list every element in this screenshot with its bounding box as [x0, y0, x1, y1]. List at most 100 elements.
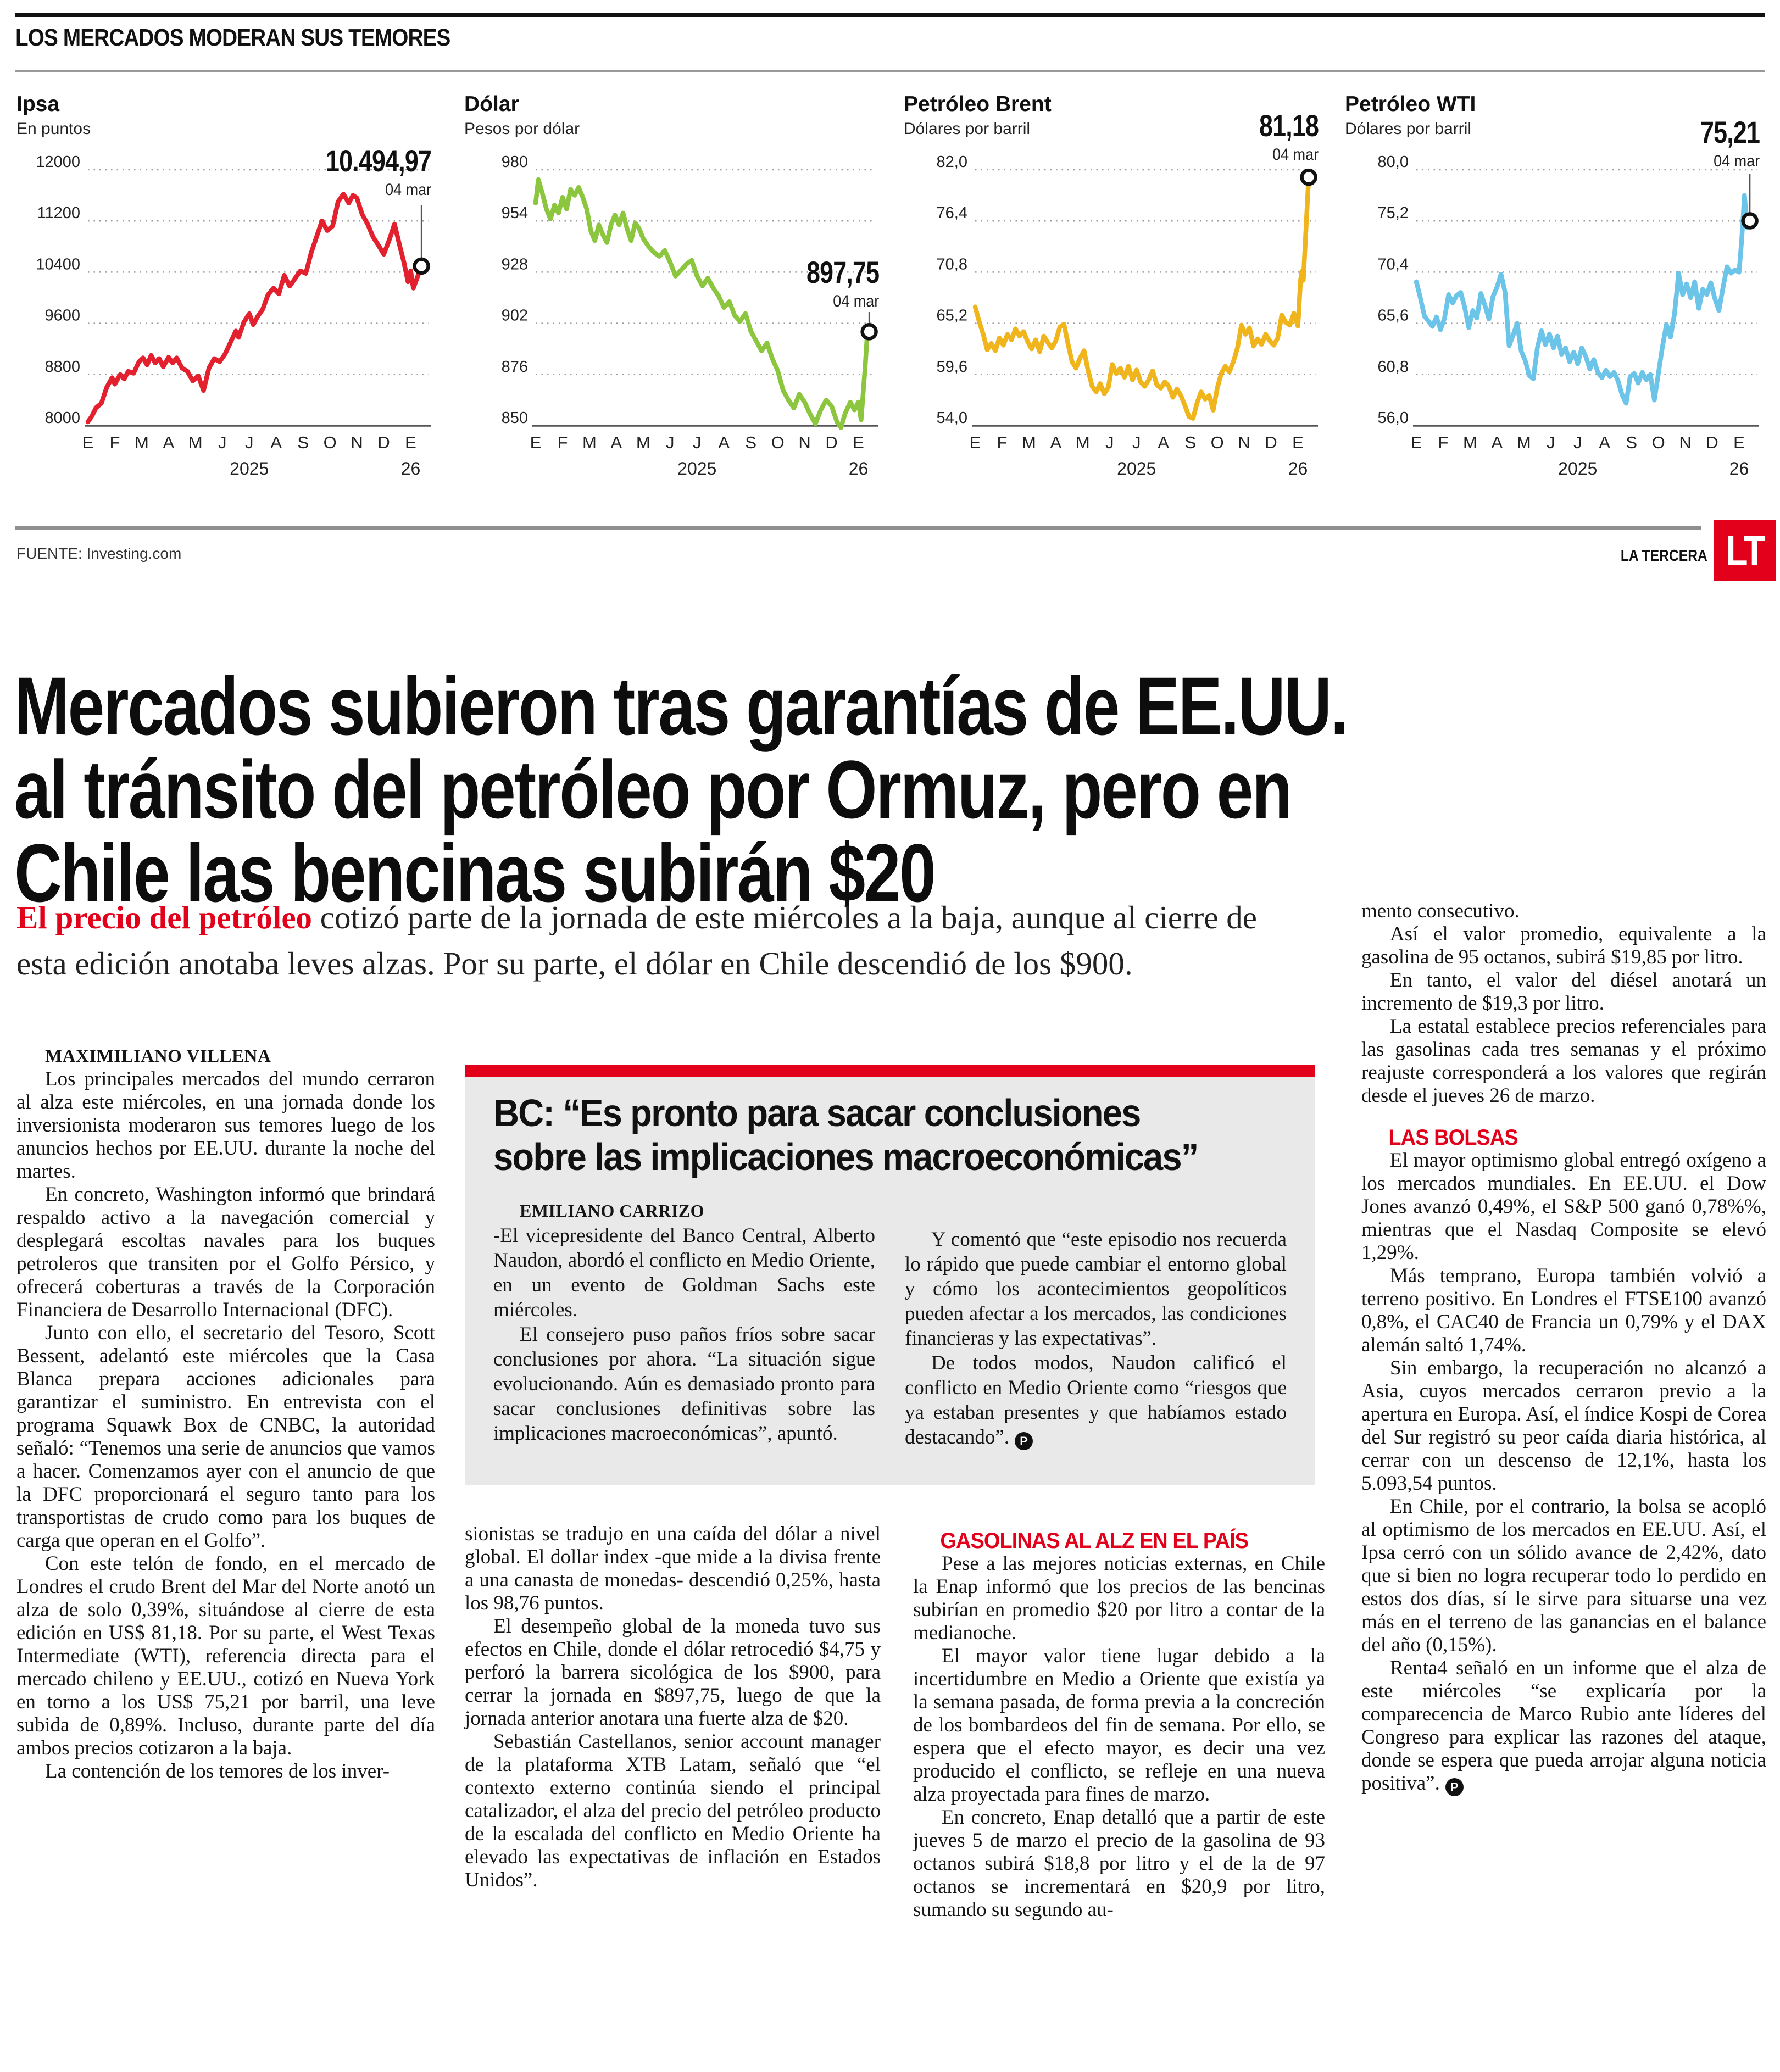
chart-plot: 82,0 76,4 70,8 65,2 59,6 54,0 E F M A M J J A S O N D E 202…: [904, 92, 1324, 480]
svg-text:26: 26: [1729, 459, 1749, 478]
latest-date: 04 mar: [1272, 146, 1319, 164]
svg-text:8800: 8800: [44, 358, 80, 376]
svg-text:54,0: 54,0: [937, 409, 967, 427]
paragraph: El mayor optimismo global entregó oxígen…: [1361, 1149, 1766, 1264]
paragraph: Así el valor promedio, equivalente a la …: [1361, 923, 1766, 968]
paragraph: En Chile, por el contrario, la bolsa se …: [1361, 1495, 1766, 1656]
svg-text:A: A: [1599, 433, 1610, 452]
header-divider: [15, 70, 1765, 72]
latest-date: 04 mar: [1713, 152, 1760, 170]
source-credit: FUENTE: Investing.com: [16, 545, 182, 562]
bc-box-right-column: Y comentó que “este episodio nos recuerd…: [905, 1199, 1287, 1450]
svg-text:O: O: [324, 433, 337, 452]
column-4-paragraphs-a: mento consecutivo. Así el valor promedio,…: [1361, 900, 1766, 1107]
svg-text:E: E: [970, 433, 981, 452]
paragraph: sionistas se tradujo en una caída del dó…: [465, 1523, 881, 1614]
svg-text:D: D: [1706, 433, 1718, 452]
svg-text:F: F: [1438, 433, 1448, 452]
svg-text:65,2: 65,2: [937, 307, 967, 325]
paragraph: -El vicepresidente del Banco Central, Al…: [493, 1224, 875, 1321]
paragraph: Y comentó que “este episodio nos recuerd…: [905, 1228, 1287, 1350]
svg-text:850: 850: [502, 409, 528, 427]
svg-text:980: 980: [502, 153, 528, 171]
subhead-gasolinas: GASOLINAS AL ALZ EN EL PAÍS: [940, 1529, 1249, 1553]
chart-plot: 80,0 75,2 70,4 65,6 60,8 56,0 E F M A M J J A S O N D E 202…: [1345, 92, 1765, 480]
chart-ipsa: Ipsa En puntos 12000 11200 10400 9600 8800 80…: [16, 92, 437, 480]
svg-text:M: M: [1517, 433, 1531, 452]
bc-box-columns: EMILIANO CARRIZO -El vicepresidente del …: [493, 1199, 1287, 1450]
svg-text:70,8: 70,8: [937, 255, 967, 273]
svg-text:S: S: [745, 433, 756, 452]
svg-text:J: J: [693, 433, 702, 452]
svg-text:9600: 9600: [44, 307, 80, 325]
svg-text:N: N: [798, 433, 810, 452]
svg-text:S: S: [1626, 433, 1637, 452]
subhead-las-bolsas: LAS BOLSAS: [1388, 1126, 1518, 1150]
svg-text:A: A: [1158, 433, 1169, 452]
bc-right-paragraphs: Y comentó que “este episodio nos recuerd…: [905, 1227, 1287, 1450]
article-end-mark: P: [1445, 1778, 1464, 1796]
svg-text:F: F: [109, 433, 120, 452]
svg-text:F: F: [557, 433, 568, 452]
svg-text:26: 26: [849, 459, 869, 478]
svg-text:M: M: [1463, 433, 1477, 452]
chart-subtitle: Pesos por dólar: [464, 120, 580, 138]
paragraph: En tanto, el valor del diésel anotará un…: [1361, 969, 1766, 1015]
lead-paragraph: El precio del petróleo cotizó parte de l…: [16, 894, 1297, 987]
paragraph: Sin embargo, la recuperación no alcanzó …: [1361, 1357, 1766, 1495]
paragraph: De todos modos, Naudon calificó el confl…: [905, 1351, 1287, 1450]
top-rule: [15, 13, 1765, 17]
bc-box-byline: EMILIANO CARRIZO: [520, 1201, 705, 1221]
svg-text:82,0: 82,0: [937, 153, 967, 171]
chart-title: Ipsa: [16, 92, 60, 116]
svg-text:E: E: [1292, 433, 1304, 452]
bc-box-title: BC: “Es pronto para sacar conclusiones s…: [493, 1091, 1199, 1178]
chart-latest-value-callout: 10.494,97 04 mar: [299, 143, 432, 199]
chart-title: Petróleo Brent: [904, 92, 1052, 116]
bc-quote-box: BC: “Es pronto para sacar conclusiones s…: [465, 1065, 1315, 1485]
chart-wti: Petróleo WTI Dólares por barril 80,0 75,2…: [1345, 92, 1765, 480]
lead-highlight: El precio del petróleo: [16, 899, 313, 935]
svg-text:928: 928: [502, 255, 528, 273]
paragraph: En concreto, Washington informó que brin…: [16, 1183, 435, 1321]
svg-text:N: N: [1679, 433, 1691, 452]
article-column-4: mento consecutivo. Así el valor promedio,…: [1361, 900, 1766, 1796]
svg-text:M: M: [636, 433, 650, 452]
svg-text:2025: 2025: [1558, 459, 1597, 478]
chart-latest-value-callout: 81,18 04 mar: [1244, 108, 1319, 164]
svg-text:12000: 12000: [36, 153, 80, 171]
column-1-paragraphs: Los principales mercados del mundo cerra…: [16, 1068, 435, 1783]
svg-text:N: N: [1238, 433, 1250, 452]
svg-text:56,0: 56,0: [1378, 409, 1409, 427]
svg-text:60,8: 60,8: [1378, 358, 1409, 376]
chart-latest-value-callout: 75,21 04 mar: [1686, 114, 1760, 171]
svg-text:65,6: 65,6: [1378, 307, 1409, 325]
svg-text:876: 876: [502, 358, 528, 376]
article-end-mark: P: [1015, 1432, 1033, 1450]
svg-text:J: J: [666, 433, 675, 452]
paragraph: En concreto, Enap detalló que a partir d…: [913, 1806, 1325, 1921]
svg-text:J: J: [245, 433, 254, 452]
column-4-paragraphs-b: El mayor optimismo global entregó oxígen…: [1361, 1149, 1766, 1796]
lt-logo-letters: LT: [1726, 526, 1766, 575]
svg-text:59,6: 59,6: [937, 358, 967, 376]
svg-text:O: O: [771, 433, 785, 452]
svg-text:A: A: [718, 433, 730, 452]
svg-text:J: J: [1573, 433, 1582, 452]
svg-text:S: S: [1184, 433, 1196, 452]
svg-text:M: M: [1022, 433, 1036, 452]
paragraph: El consejero puso paños fríos sobre saca…: [493, 1323, 875, 1445]
lt-logo: LT: [1714, 520, 1776, 581]
svg-text:A: A: [1050, 433, 1062, 452]
svg-text:8000: 8000: [44, 409, 80, 427]
svg-text:E: E: [853, 433, 864, 452]
paragraph: Los principales mercados del mundo cerra…: [16, 1068, 435, 1183]
svg-text:M: M: [135, 433, 149, 452]
svg-text:10400: 10400: [36, 255, 80, 273]
paragraph: Junto con ello, el secretario del Tesoro…: [16, 1322, 435, 1552]
chart-subtitle: Dólares por barril: [1345, 120, 1472, 138]
paragraph: Pese a las mejores noticias externas, en…: [913, 1552, 1325, 1644]
bc-box-red-bar: [465, 1065, 1315, 1077]
bc-left-paragraphs: -El vicepresidente del Banco Central, Al…: [493, 1223, 875, 1446]
